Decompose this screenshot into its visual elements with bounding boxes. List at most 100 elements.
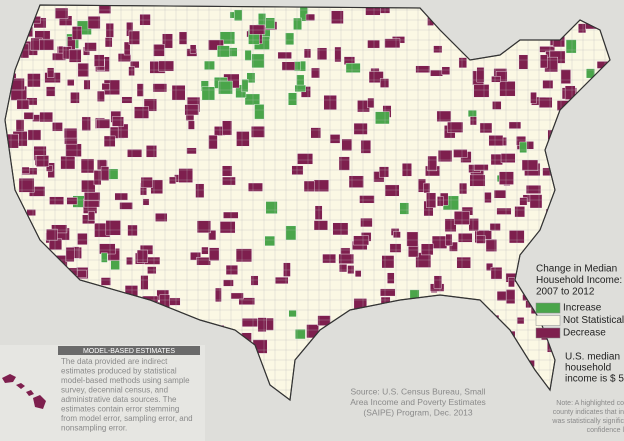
county <box>264 235 275 247</box>
county <box>519 197 528 206</box>
county <box>83 200 100 208</box>
county <box>519 141 528 153</box>
county <box>449 241 458 252</box>
county <box>313 220 328 231</box>
county <box>360 140 372 154</box>
county <box>406 231 419 247</box>
legend-title: 2007 to 2012 <box>536 287 595 298</box>
county <box>484 192 492 203</box>
county <box>360 217 373 228</box>
county <box>469 116 477 126</box>
note: Note: A highlighted co county indicates t… <box>551 400 624 434</box>
source-line: Source: U.S. Census Bureau, Small <box>350 386 485 396</box>
county <box>26 209 36 216</box>
county <box>134 106 150 119</box>
county <box>444 218 457 232</box>
county <box>155 213 168 222</box>
county <box>469 174 486 187</box>
county <box>341 138 353 152</box>
county <box>27 73 41 88</box>
county <box>258 13 266 27</box>
county <box>303 180 315 192</box>
county <box>529 194 543 209</box>
county <box>359 195 375 204</box>
county <box>88 211 96 221</box>
county <box>52 122 63 132</box>
median-line: U.S. median <box>565 352 620 363</box>
county <box>467 109 477 118</box>
county <box>265 201 278 214</box>
county <box>542 80 554 89</box>
county <box>123 41 131 56</box>
county <box>294 328 306 340</box>
legend-swatch <box>535 327 561 339</box>
county <box>201 86 215 101</box>
county <box>110 259 120 270</box>
us-border <box>4 4 611 402</box>
county <box>458 233 473 243</box>
county <box>489 223 501 231</box>
county <box>130 60 140 69</box>
county <box>104 37 113 48</box>
county <box>323 95 337 110</box>
county <box>539 54 548 69</box>
county <box>126 256 133 265</box>
county <box>178 31 188 45</box>
county <box>456 256 471 269</box>
county <box>521 159 539 171</box>
county <box>433 45 443 53</box>
county <box>384 38 401 49</box>
county <box>238 297 255 305</box>
county <box>508 230 525 244</box>
model-line: administrative data sources. The <box>61 395 177 404</box>
county <box>393 231 401 239</box>
county <box>586 68 596 79</box>
county <box>178 168 193 183</box>
model-line: The data provided are indirect <box>61 357 168 366</box>
county <box>23 112 34 120</box>
county <box>81 116 91 131</box>
county <box>186 147 197 155</box>
county <box>127 149 143 158</box>
county <box>458 57 467 69</box>
county <box>339 264 348 273</box>
county <box>508 277 515 288</box>
county <box>288 310 297 318</box>
county <box>27 129 42 141</box>
county <box>367 97 375 109</box>
county <box>162 33 173 49</box>
county <box>196 220 211 234</box>
county <box>491 76 501 83</box>
county <box>473 84 490 98</box>
county <box>518 54 529 70</box>
county <box>348 175 364 188</box>
county <box>293 17 302 30</box>
county <box>248 182 263 192</box>
county <box>285 225 297 241</box>
county <box>380 288 396 297</box>
county <box>375 111 390 125</box>
county <box>254 104 265 120</box>
county <box>244 50 252 61</box>
county <box>347 265 355 274</box>
county <box>353 235 370 246</box>
county <box>84 42 97 52</box>
county <box>99 243 116 255</box>
county <box>195 183 205 198</box>
county <box>437 150 453 162</box>
county <box>285 32 295 46</box>
county <box>354 270 362 278</box>
hawaii <box>2 374 46 409</box>
county <box>244 93 261 106</box>
county <box>514 206 526 218</box>
county <box>288 92 297 106</box>
model-heading-bar <box>58 346 200 355</box>
county <box>35 155 50 167</box>
county <box>441 66 451 75</box>
county <box>158 60 174 72</box>
county <box>565 39 577 54</box>
county <box>209 247 220 261</box>
county <box>208 134 218 150</box>
county <box>70 92 80 104</box>
